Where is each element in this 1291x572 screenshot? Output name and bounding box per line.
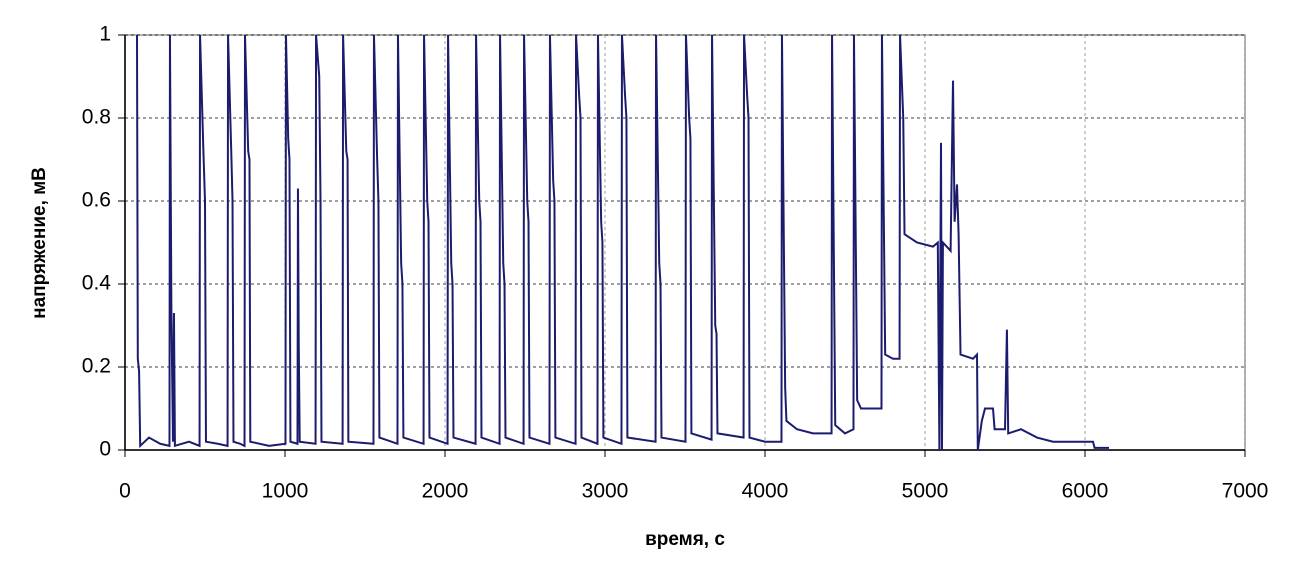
data-line bbox=[136, 34, 1109, 451]
x-tick-label: 2000 bbox=[422, 480, 469, 503]
y-tick-label: 0.6 bbox=[82, 189, 111, 212]
y-tick-label: 0.8 bbox=[82, 106, 111, 129]
y-tick-label: 1 bbox=[99, 23, 111, 46]
x-tick-label: 7000 bbox=[1222, 480, 1269, 503]
x-tick-label: 6000 bbox=[1062, 480, 1109, 503]
x-tick-label: 0 bbox=[119, 480, 131, 503]
y-tick-label: 0.4 bbox=[82, 272, 112, 295]
x-tick-label: 3000 bbox=[582, 480, 629, 503]
y-tick-label: 0.2 bbox=[82, 355, 111, 378]
x-axis-title: время, с bbox=[645, 529, 725, 550]
x-tick-label: 5000 bbox=[902, 480, 949, 503]
x-tick-label: 1000 bbox=[262, 480, 309, 503]
y-tick-label: 0 bbox=[99, 438, 111, 461]
x-tick-label: 4000 bbox=[742, 480, 789, 503]
y-axis-title: напряжение, мВ bbox=[29, 167, 50, 319]
